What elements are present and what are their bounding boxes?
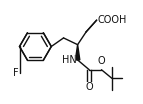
Text: F: F: [13, 68, 18, 78]
Text: O: O: [98, 56, 105, 66]
Polygon shape: [75, 45, 80, 60]
Text: HN: HN: [62, 55, 76, 65]
Text: COOH: COOH: [98, 15, 127, 25]
Text: O: O: [85, 82, 93, 92]
